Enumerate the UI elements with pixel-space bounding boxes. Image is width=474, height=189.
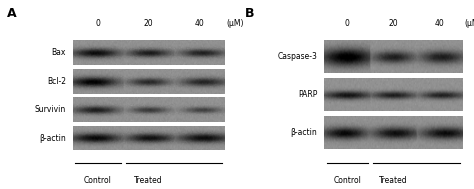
Text: PARP: PARP [298,90,318,99]
Text: 0: 0 [96,19,100,28]
Text: 0: 0 [345,19,350,28]
Text: B: B [245,7,255,20]
Text: Bax: Bax [52,48,66,57]
Text: Treated: Treated [134,176,163,185]
Text: 40: 40 [435,19,444,28]
Text: (μM): (μM) [465,19,474,28]
Text: Treated: Treated [379,176,408,185]
Text: Caspase-3: Caspase-3 [278,52,318,61]
Text: β-actin: β-actin [39,134,66,143]
Text: 40: 40 [194,19,204,28]
Text: Control: Control [84,176,112,185]
Text: A: A [7,7,17,20]
Text: Control: Control [333,176,361,185]
Text: 20: 20 [144,19,154,28]
Text: 20: 20 [389,19,398,28]
Text: Bcl-2: Bcl-2 [47,77,66,86]
Text: β-actin: β-actin [291,128,318,137]
Text: Survivin: Survivin [35,105,66,114]
Text: (μM): (μM) [227,19,244,28]
